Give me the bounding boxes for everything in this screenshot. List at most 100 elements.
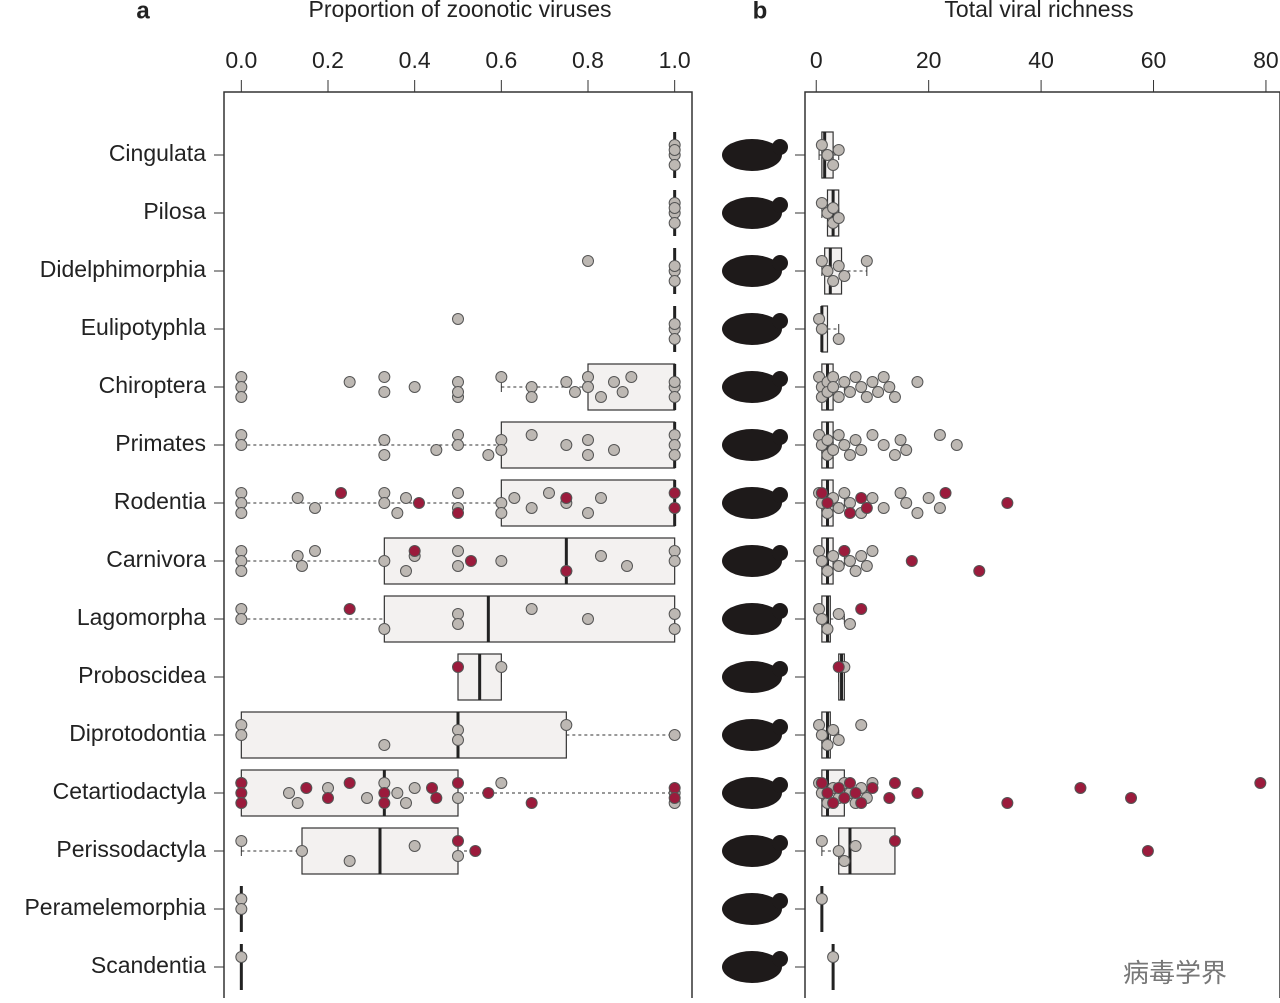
data-point (452, 724, 464, 736)
data-point (668, 449, 681, 461)
category-label: Didelphimorphia (40, 256, 206, 282)
data-point (843, 777, 856, 789)
data-point (608, 376, 620, 388)
data-point (495, 777, 508, 789)
data-point (235, 391, 248, 403)
data-point (668, 439, 681, 451)
data-point (452, 507, 464, 519)
data-point (668, 275, 681, 287)
data-point (832, 144, 845, 156)
data-point (838, 545, 851, 557)
data-point (235, 439, 248, 451)
data-point (452, 618, 464, 630)
animal-icon (722, 255, 782, 287)
category-label: Cingulata (109, 140, 206, 166)
data-point (452, 777, 464, 789)
data-point (866, 429, 879, 441)
data-point (400, 492, 412, 504)
animal-icon (722, 835, 782, 867)
data-point (832, 333, 845, 345)
data-point (408, 545, 421, 557)
data-point (911, 507, 924, 519)
data-point (309, 502, 321, 514)
category-label: Eulipotyphla (81, 314, 207, 340)
data-point (582, 449, 594, 461)
animal-icon (772, 661, 788, 677)
data-point (343, 777, 356, 789)
data-point (595, 391, 607, 403)
data-point (625, 371, 638, 383)
data-point (560, 492, 573, 504)
data-point (933, 502, 946, 514)
data-point (378, 777, 391, 789)
category-label: Carnivora (106, 546, 206, 572)
data-point (235, 555, 248, 567)
data-point (668, 144, 681, 156)
panel-label: a (136, 0, 150, 24)
data-point (832, 429, 845, 441)
category-label: Peramelemorphia (24, 894, 206, 920)
data-point (668, 792, 681, 804)
data-point (815, 777, 828, 789)
data-point (813, 719, 826, 731)
data-point (309, 545, 321, 557)
data-point (296, 560, 308, 572)
data-point (322, 782, 334, 794)
data-point (235, 381, 248, 393)
data-point (827, 444, 840, 456)
watermark: 病毒学界 (1123, 958, 1227, 988)
data-point (860, 502, 873, 514)
data-point (582, 371, 594, 383)
data-point (582, 507, 594, 519)
data-point (827, 159, 840, 171)
x-tick-label: 0.2 (312, 47, 344, 73)
data-point (452, 608, 464, 620)
data-point (1074, 782, 1087, 794)
data-point (495, 507, 508, 519)
data-point (495, 371, 508, 383)
data-point (668, 217, 681, 229)
data-point (300, 782, 313, 794)
data-point (855, 719, 868, 731)
box (587, 363, 676, 411)
data-point (235, 487, 248, 499)
data-point (815, 555, 828, 567)
data-point (950, 439, 963, 451)
data-point (378, 497, 391, 509)
animal-icon (722, 893, 782, 925)
animal-icon (772, 893, 788, 909)
data-point (832, 391, 845, 403)
data-point (296, 845, 308, 857)
data-point (235, 719, 248, 731)
data-point (866, 782, 879, 794)
data-point (560, 439, 573, 451)
data-point (827, 381, 840, 393)
animal-icon (722, 777, 782, 809)
data-point (821, 149, 834, 161)
data-point (1125, 792, 1138, 804)
data-point (668, 729, 681, 741)
animal-icon (772, 603, 788, 619)
animal-icon (722, 429, 782, 461)
data-point (813, 313, 826, 325)
data-point (815, 323, 828, 335)
data-point (525, 391, 538, 403)
data-point (855, 603, 868, 615)
box (240, 711, 567, 759)
animal-icon (772, 429, 788, 445)
data-point (827, 371, 840, 383)
data-point (855, 444, 868, 456)
data-point (827, 951, 840, 963)
data-point (495, 661, 508, 673)
data-point (832, 608, 845, 620)
data-point (815, 197, 828, 209)
data-point (883, 381, 896, 393)
data-point (821, 739, 834, 751)
data-point (855, 381, 868, 393)
data-point (832, 502, 845, 514)
data-point (668, 429, 681, 441)
animal-icon (722, 719, 782, 751)
data-point (668, 545, 681, 557)
data-point (378, 449, 391, 461)
data-point (821, 565, 834, 577)
